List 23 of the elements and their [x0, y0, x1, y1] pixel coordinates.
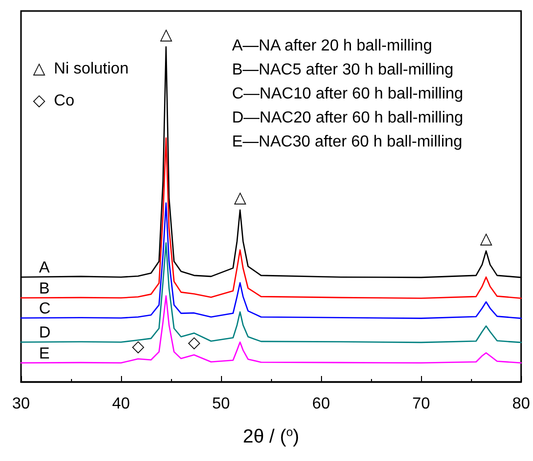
annotation: D—NAC20 after 60 h ball-milling [232, 110, 464, 126]
series-label: D [39, 324, 51, 342]
x-tick-label: 50 [212, 396, 230, 412]
annotation: △ [160, 26, 174, 44]
annotation: ◇ [132, 338, 146, 356]
x-tick-label: 60 [312, 396, 330, 412]
annotation: B—NAC5 after 30 h ball-milling [232, 62, 454, 78]
series-label: C [39, 300, 51, 318]
annotation: E—NAC30 after 60 h ball-milling [232, 134, 462, 150]
annotation: ◇ Co [33, 92, 74, 110]
annotation: △ [480, 230, 494, 248]
annotation: A—NA after 20 h ball-milling [232, 38, 432, 54]
series-label: B [39, 280, 50, 298]
series-label: E [39, 345, 50, 362]
x-tick-label: 40 [112, 396, 130, 412]
annotation: ◇ [188, 334, 202, 352]
x-tick-label: 80 [512, 396, 530, 412]
series-label: A [39, 260, 50, 277]
x-tick-label: 30 [12, 396, 30, 412]
x-tick-label: 70 [412, 396, 430, 412]
annotation: △ Ni solution [33, 60, 129, 78]
annotation: C—NAC10 after 60 h ball-milling [232, 86, 464, 102]
annotation: △ [234, 190, 248, 207]
